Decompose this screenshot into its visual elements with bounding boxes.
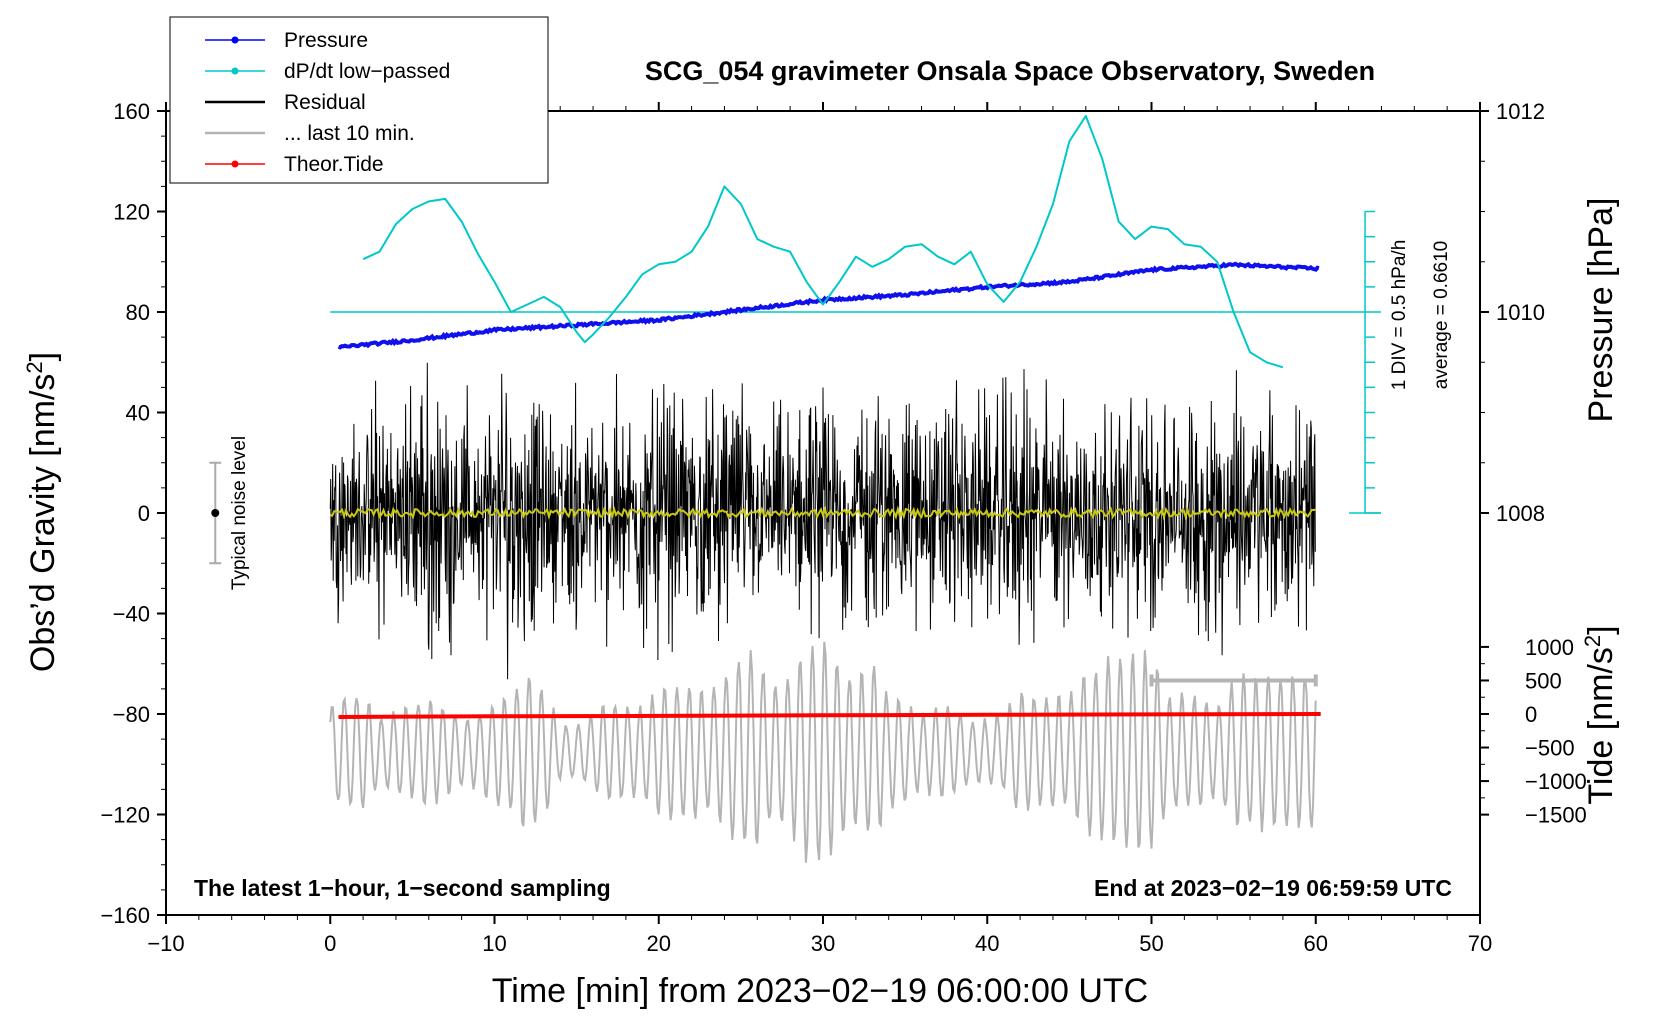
left-y-tick-label: −160 — [100, 903, 150, 928]
left-y-tick-label: 160 — [113, 99, 150, 124]
plot-frame: −10 0 10 20 30 40 50 60 70 160 120 80 40 0 −40 −80 −120 −… — [100, 99, 1586, 956]
pressure-axis-title: Pressure [hPa] — [1582, 198, 1620, 423]
pressure-series — [337, 261, 1320, 350]
noise-level-dot — [211, 509, 220, 517]
footer-right-note: End at 2023−02−19 06:59:59 UTC — [1094, 875, 1452, 901]
tide-tick-label: 500 — [1525, 668, 1562, 693]
last-10-min-series — [329, 641, 1317, 863]
legend-label: Pressure — [284, 29, 368, 52]
left-axis-title-sup: 2 — [22, 361, 47, 373]
legend-label: Theor.Tide — [284, 153, 384, 176]
left-y-tick-label: 0 — [138, 501, 150, 526]
x-axis-title: Time [min] from 2023−02−19 06:00:00 UTC — [492, 972, 1148, 1010]
tide-tick-label: −1000 — [1525, 769, 1587, 794]
legend-label: dP/dt low−passed — [284, 60, 450, 83]
residual-series — [329, 362, 1316, 680]
left-axis-title-text: Obs’d Gravity [nm/s — [24, 374, 62, 673]
x-tick-label: 50 — [1139, 931, 1163, 956]
legend-label: ... last 10 min. — [284, 122, 415, 145]
x-tick-label: 0 — [324, 931, 336, 956]
legend-swatch-marker — [231, 36, 239, 44]
legend-swatch-marker — [231, 67, 239, 75]
x-tick-label: 10 — [482, 931, 506, 956]
dpdt-division-label: 1 DIV = 0.5 hPa/h — [1389, 240, 1410, 391]
theoretical-tide-series — [338, 712, 1321, 719]
tide-tick-label: 0 — [1525, 702, 1537, 727]
x-tick-label: −10 — [147, 931, 184, 956]
left-y-tick-label: 120 — [113, 200, 150, 225]
left-axis-title: Obs’d Gravity [nm/s2] — [22, 352, 63, 672]
left-y-tick-label: −40 — [113, 602, 150, 627]
left-y-tick-label: −120 — [100, 803, 150, 828]
pressure-tick-label: 1010 — [1496, 300, 1545, 325]
tide-tick-label: −500 — [1525, 736, 1575, 761]
left-y-tick-label: 40 — [126, 401, 150, 426]
tide-axis-title-sup: 2 — [1580, 635, 1605, 647]
footer-left-note: The latest 1−hour, 1−second sampling — [194, 875, 611, 901]
tide-axis-title-end: ] — [1582, 625, 1620, 634]
residual-smoothed-line — [329, 505, 1317, 521]
legend-swatch-marker — [231, 160, 239, 168]
tide-tick-label: 1000 — [1525, 635, 1574, 660]
noise-level-label: Typical noise level — [229, 436, 250, 590]
plot-annotations: 1 DIV = 0.5 hPa/h average = 0.6610 Typical… — [209, 210, 1452, 687]
tide-axis-title-text: Tide [nm/s — [1582, 647, 1620, 804]
x-tick-label: 70 — [1468, 931, 1492, 956]
plot-series — [329, 115, 1321, 863]
left-y-tick-label: 80 — [126, 300, 150, 325]
left-y-tick-label: −80 — [113, 702, 150, 727]
tide-axis-title: Tide [nm/s2] — [1580, 625, 1621, 804]
legend-box — [169, 16, 549, 184]
dpdt-series — [362, 115, 1284, 369]
x-tick-label: 60 — [1304, 931, 1328, 956]
x-tick-label: 30 — [811, 931, 835, 956]
x-tick-label: 20 — [647, 931, 671, 956]
legend-label: Residual — [284, 91, 366, 114]
dpdt-average-label: average = 0.6610 — [1431, 241, 1452, 389]
x-tick-label: 40 — [975, 931, 999, 956]
pressure-tick-label: 1012 — [1496, 99, 1545, 124]
chart-title: SCG_054 gravimeter Onsala Space Observat… — [645, 56, 1375, 86]
left-axis-title-end: ] — [24, 352, 62, 361]
tide-tick-label: −1500 — [1525, 803, 1587, 828]
legend: Pressure dP/dt low−passed Residual ... last… — [169, 16, 549, 184]
pressure-tick-label: 1008 — [1496, 501, 1545, 526]
